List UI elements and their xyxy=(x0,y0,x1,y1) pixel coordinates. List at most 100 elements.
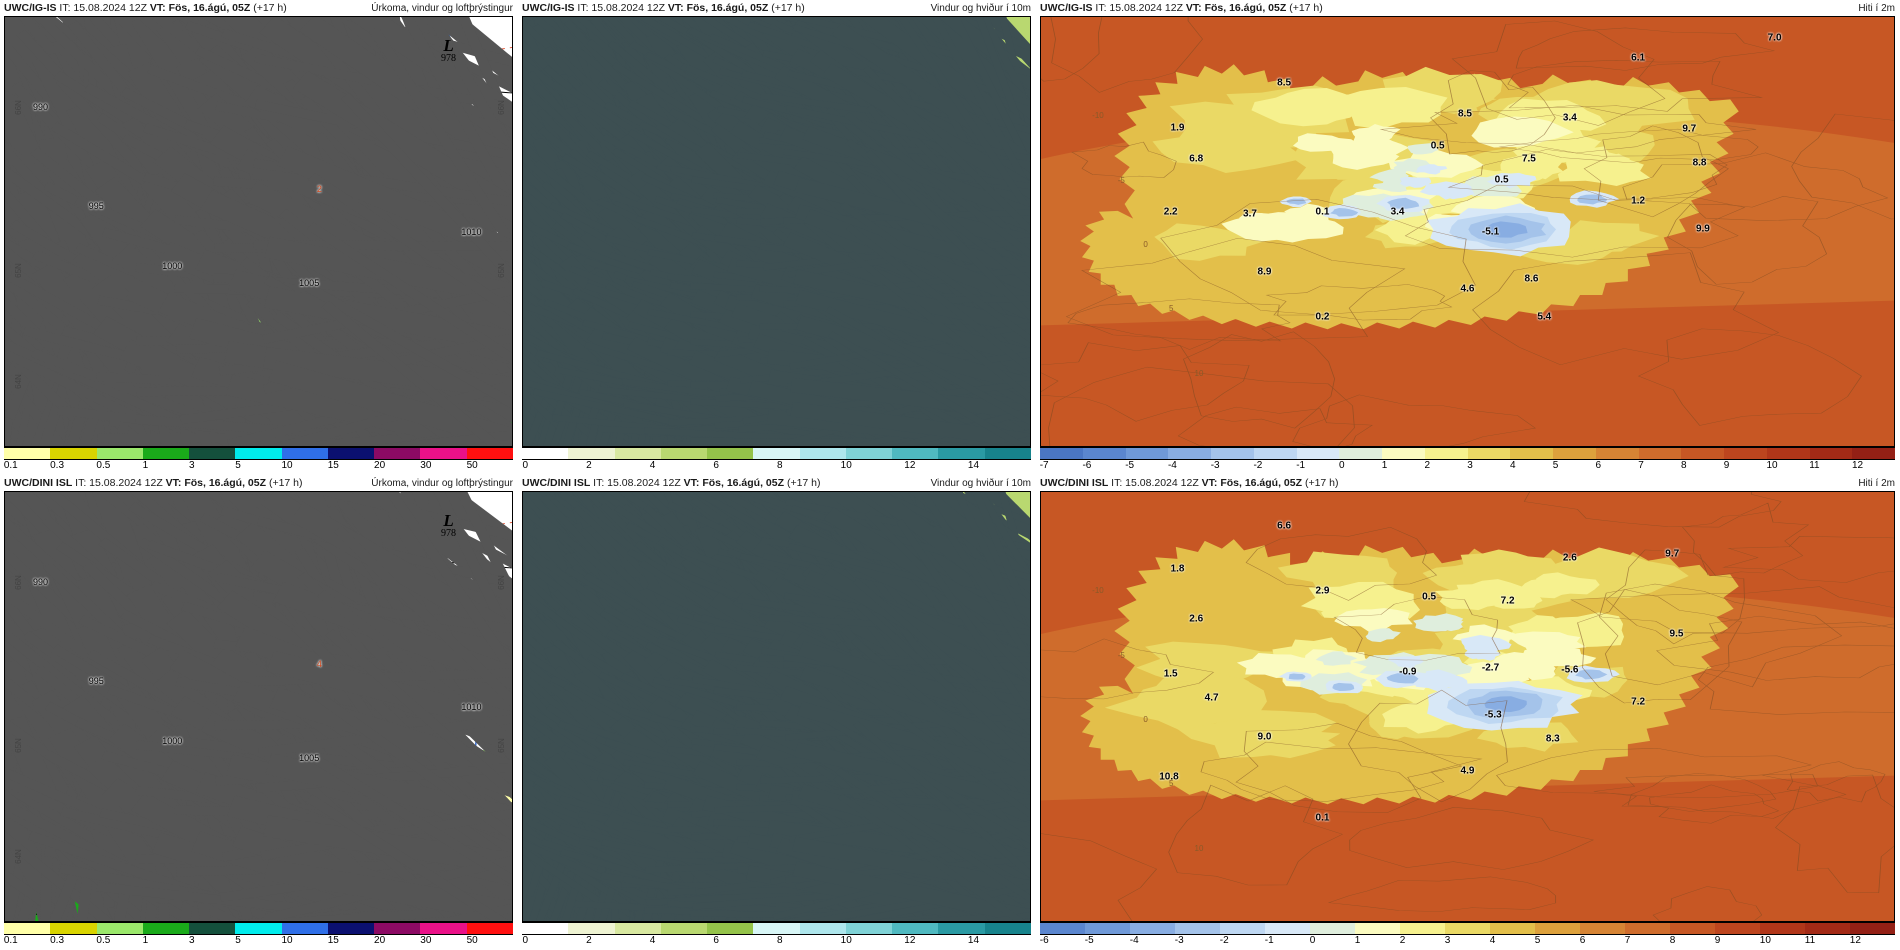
colorbar-tick-label: 8 xyxy=(777,460,783,471)
colorbar-swatch xyxy=(189,923,236,934)
colorbar-tick-label: 5 xyxy=(235,935,241,946)
colorbar-tick-label: 50 xyxy=(466,460,478,471)
colorbar-temperature: -7 -6 -5 -4 -3 -2 -1 0 1 2 3 4 5 6 7 8 9 10 11 12 xyxy=(1040,447,1895,473)
header-model-name: UWC/DINI ISL xyxy=(522,477,591,489)
temperature-value-label: 8.6 xyxy=(1524,273,1539,285)
header-model-name: UWC/DINI ISL xyxy=(4,477,73,489)
colorbar-tick-label: -4 xyxy=(1167,460,1177,471)
low-pressure-marker: L 978 xyxy=(441,37,457,65)
colorbar-tick-label: 14 xyxy=(967,935,980,946)
colorbar-swatches xyxy=(522,447,1031,460)
temperature-value-label: 8.5 xyxy=(1457,108,1472,120)
temperature-value-label: 1.9 xyxy=(1170,122,1185,134)
colorbar-tick-label: 3 xyxy=(1467,460,1473,471)
colorbar-swatch xyxy=(1445,923,1490,934)
colorbar-tick-label: 0.1 xyxy=(3,460,18,471)
header-field-name: Hiti í 2m xyxy=(1858,2,1895,14)
colorbar-tick-label: -3 xyxy=(1210,460,1220,471)
colorbar-swatch xyxy=(1168,448,1211,459)
temperature-value-label: 0.5 xyxy=(1430,140,1445,152)
temperature-value-label: -5.3 xyxy=(1484,709,1502,721)
header-init-time: IT: 15.08.2024 12Z xyxy=(72,477,166,489)
map-canvas xyxy=(523,492,1030,921)
colorbar-tick-label: 0.3 xyxy=(50,935,65,946)
colorbar-tick-label: 0.5 xyxy=(96,460,111,471)
colorbar-swatch xyxy=(660,923,708,934)
colorbar-swatch xyxy=(1760,923,1805,934)
colorbar-swatch xyxy=(1467,448,1511,459)
temperature-field xyxy=(1041,492,1894,921)
isobar-label: 1010 xyxy=(461,226,482,237)
temperature-value-label: -2.7 xyxy=(1481,662,1500,674)
colorbar-tick-label: 10 xyxy=(281,460,293,471)
header-run-info: UWC/IG-IS IT: 15.08.2024 12Z VT: Fös, 16… xyxy=(522,2,805,14)
colorbar-swatch xyxy=(522,448,569,459)
colorbar-tick-label: 4 xyxy=(1509,460,1516,471)
temperature-value-label: 8.3 xyxy=(1545,733,1560,745)
colorbar-swatch xyxy=(522,923,569,934)
map-area xyxy=(522,16,1031,447)
colorbar-swatch xyxy=(1400,923,1445,934)
colorbar-swatch xyxy=(707,448,754,459)
colorbar-swatch xyxy=(1595,448,1639,459)
colorbar-tick-label: 5 xyxy=(1552,460,1559,471)
colorbar-swatch xyxy=(1382,448,1425,459)
isobar-label: 1000 xyxy=(162,735,183,746)
map-canvas: L 978 990 995 1000 1005 1010 2 66N 65N 64N 66N 65N xyxy=(5,17,512,446)
colorbar-swatches xyxy=(522,922,1031,935)
colorbar-swatch xyxy=(1490,923,1535,934)
temperature-value-label: 1.8 xyxy=(1170,563,1185,575)
isotherm-label: -5 xyxy=(1117,175,1125,185)
colorbar-ticks: -6 -5 -4 -3 -2 -1 0 1 2 3 4 5 6 7 8 9 10 11 12 xyxy=(1040,935,1895,948)
panel-top-left: UWC/IG-IS IT: 15.08.2024 12Z VT: Fös, 16… xyxy=(0,0,518,475)
colorbar-swatch xyxy=(660,448,708,459)
colorbar-swatch xyxy=(142,448,190,459)
colorbar-tick-label: 6 xyxy=(1579,935,1586,946)
temperature-field xyxy=(1041,17,1894,446)
temperature-value-label: 4.6 xyxy=(1460,283,1475,295)
low-pressure-value: 978 xyxy=(441,53,457,65)
colorbar-tick-label: 5 xyxy=(1534,935,1541,946)
colorbar-swatch xyxy=(938,448,985,459)
colorbar-swatch xyxy=(235,923,282,934)
colorbar-swatch xyxy=(1253,448,1297,459)
colorbar-tick-label: 12 xyxy=(1849,935,1861,946)
header-run-info: UWC/DINI ISL IT: 15.08.2024 12Z VT: Fös,… xyxy=(4,477,303,489)
colorbar-swatch xyxy=(1724,448,1767,459)
map-area: 8.5 1.9 6.8 2.2 3.7 0.1 8.9 0.2 3.4 8.5 0.5 0.5 7.5 3… xyxy=(1040,16,1895,447)
isotherm-label: 10 xyxy=(1194,368,1204,378)
colorbar-swatch xyxy=(1535,923,1580,934)
isotherm-label: 0 xyxy=(1143,715,1148,725)
colorbar-tick-label: 4 xyxy=(649,935,656,946)
header-valid-time: VT: Fös, 16.ágú, 05Z xyxy=(683,477,785,489)
header-lead-time: (+17 h) xyxy=(768,2,805,14)
temperature-value-label: 0.1 xyxy=(1315,812,1330,824)
header-valid-time: VT: Fös, 16.ágú, 05Z xyxy=(667,2,769,14)
graticule-label: 66N xyxy=(497,99,507,115)
colorbar-swatch xyxy=(466,923,513,934)
colorbar-swatch xyxy=(1125,448,1169,459)
colorbar-swatch xyxy=(1265,923,1310,934)
colorbar-ticks: 0 2 4 6 8 10 12 14 xyxy=(522,935,1031,948)
isobar-label: 990 xyxy=(32,102,48,113)
header-lead-time: (+17 h) xyxy=(1302,477,1339,489)
colorbar-tick-label: 9 xyxy=(1714,935,1721,946)
map-canvas xyxy=(523,17,1030,446)
temperature-value-label: 0.5 xyxy=(1494,174,1509,186)
colorbar-swatch xyxy=(799,448,846,459)
temperature-value-label: 9.0 xyxy=(1257,731,1272,743)
temperature-value-label: 7.2 xyxy=(1631,696,1646,708)
isobar-label: 1005 xyxy=(299,752,320,763)
colorbar-tick-label: -2 xyxy=(1253,460,1263,471)
colorbar-swatch xyxy=(420,923,467,934)
colorbar-swatch xyxy=(1766,448,1810,459)
temperature-value-label: 7.2 xyxy=(1500,595,1515,607)
temperature-value-label: 3.4 xyxy=(1562,112,1577,124)
temperature-value-label: 8.8 xyxy=(1692,157,1707,169)
panel-top-right: UWC/IG-IS IT: 15.08.2024 12Z VT: Fös, 16… xyxy=(1036,0,1900,475)
colorbar-wind: 0 2 4 6 8 10 12 14 xyxy=(522,922,1031,948)
temperature-value-label: 5.4 xyxy=(1537,311,1552,323)
colorbar-tick-label: 0.3 xyxy=(50,460,65,471)
temperature-value-label: 4.7 xyxy=(1204,692,1219,704)
